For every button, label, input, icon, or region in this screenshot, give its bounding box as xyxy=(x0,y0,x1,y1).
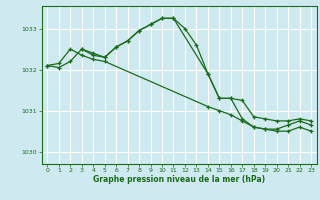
X-axis label: Graphe pression niveau de la mer (hPa): Graphe pression niveau de la mer (hPa) xyxy=(93,175,265,184)
